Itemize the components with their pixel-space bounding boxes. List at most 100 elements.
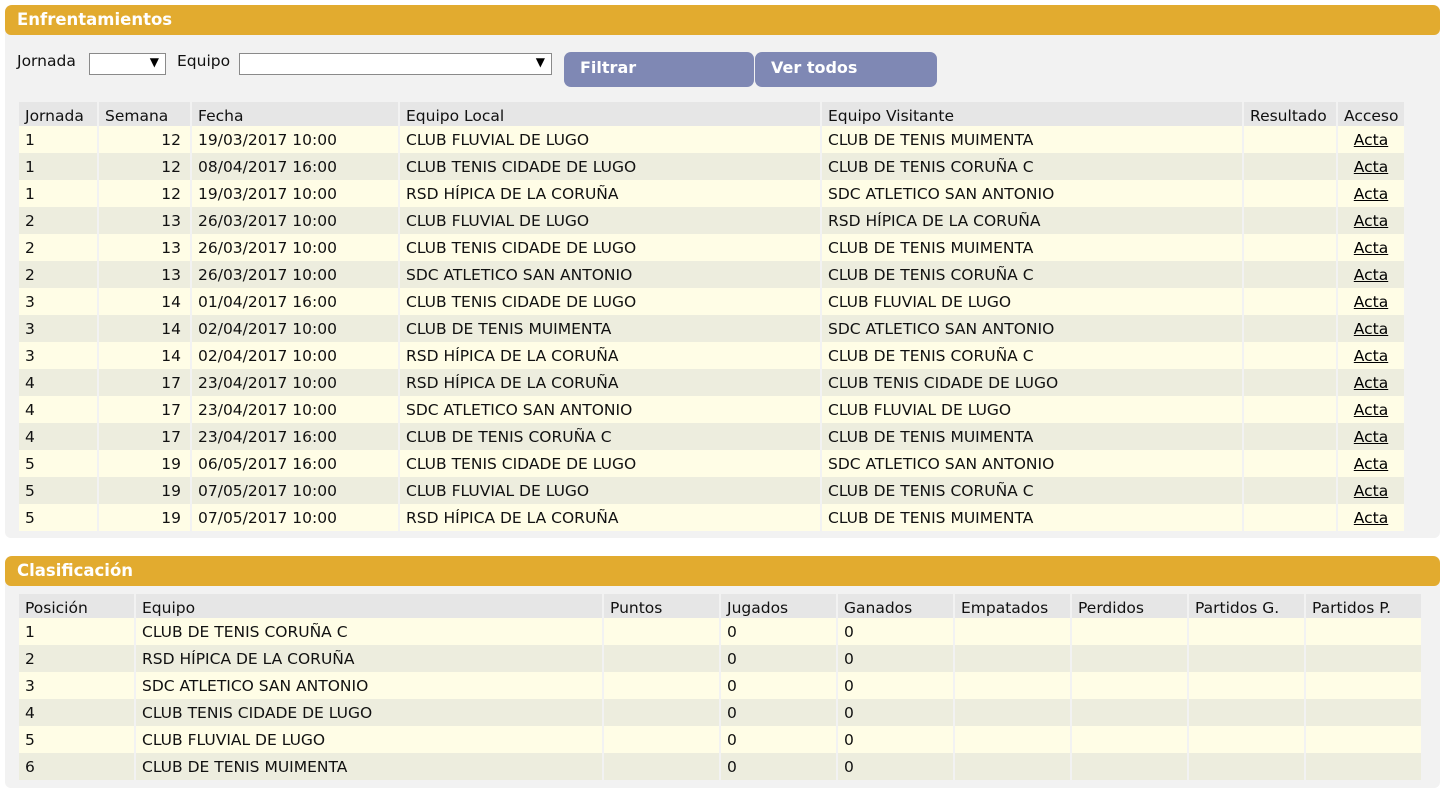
cell-semana: 14 bbox=[99, 315, 190, 342]
table-row: 4 17 23/04/2017 10:00 RSD HÍPICA DE LA CORU… bbox=[19, 369, 1404, 396]
col-jugados: Jugados bbox=[721, 594, 836, 618]
cell-equipo-visitante: CLUB DE TENIS MUIMENTA bbox=[822, 126, 1242, 153]
cell-jornada: 1 bbox=[19, 180, 97, 207]
cell-jugados: 0 bbox=[721, 726, 836, 753]
cell-puntos bbox=[604, 699, 719, 726]
cell-ganados: 0 bbox=[838, 753, 953, 780]
cell-fecha: 02/04/2017 10:00 bbox=[192, 315, 398, 342]
acta-link[interactable]: Acta bbox=[1353, 292, 1389, 311]
cell-equipo-local: CLUB TENIS CIDADE DE LUGO bbox=[400, 234, 820, 261]
cell-semana: 12 bbox=[99, 153, 190, 180]
acta-link[interactable]: Acta bbox=[1353, 238, 1389, 257]
acta-link[interactable]: Acta bbox=[1353, 157, 1389, 176]
cell-jornada: 2 bbox=[19, 234, 97, 261]
matches-panel-title: Enfrentamientos bbox=[5, 5, 1440, 35]
cell-equipo-visitante: RSD HÍPICA DE LA CORUÑA bbox=[822, 207, 1242, 234]
cell-acceso: Acta bbox=[1338, 396, 1404, 423]
cell-equipo-local: RSD HÍPICA DE LA CORUÑA bbox=[400, 504, 820, 531]
cell-resultado bbox=[1244, 153, 1336, 180]
cell-resultado bbox=[1244, 504, 1336, 531]
cell-puntos bbox=[604, 726, 719, 753]
cell-ganados: 0 bbox=[838, 645, 953, 672]
cell-jugados: 0 bbox=[721, 699, 836, 726]
acta-link[interactable]: Acta bbox=[1353, 427, 1389, 446]
cell-equipo-visitante: SDC ATLETICO SAN ANTONIO bbox=[822, 180, 1242, 207]
table-row: 3 14 01/04/2017 16:00 CLUB TENIS CIDADE DE … bbox=[19, 288, 1404, 315]
table-row: 5 19 07/05/2017 10:00 RSD HÍPICA DE LA CORU… bbox=[19, 504, 1404, 531]
cell-puntos bbox=[604, 672, 719, 699]
cell-partidos-p bbox=[1306, 699, 1421, 726]
table-row: 1 12 08/04/2017 16:00 CLUB TENIS CIDADE DE … bbox=[19, 153, 1404, 180]
show-all-button[interactable]: Ver todos bbox=[755, 52, 937, 87]
col-semana: Semana bbox=[99, 102, 190, 126]
cell-fecha: 08/04/2017 16:00 bbox=[192, 153, 398, 180]
cell-posicion: 3 bbox=[19, 672, 134, 699]
cell-equipo-local: CLUB TENIS CIDADE DE LUGO bbox=[400, 153, 820, 180]
cell-jornada: 5 bbox=[19, 504, 97, 531]
cell-equipo-local: SDC ATLETICO SAN ANTONIO bbox=[400, 396, 820, 423]
cell-resultado bbox=[1244, 450, 1336, 477]
col-partidos-p: Partidos P. bbox=[1306, 594, 1421, 618]
cell-acceso: Acta bbox=[1338, 261, 1404, 288]
cell-jugados: 0 bbox=[721, 645, 836, 672]
table-row: 3 14 02/04/2017 10:00 CLUB DE TENIS MUIMENT… bbox=[19, 315, 1404, 342]
cell-posicion: 4 bbox=[19, 699, 134, 726]
col-posicion: Posición bbox=[19, 594, 134, 618]
cell-semana: 19 bbox=[99, 450, 190, 477]
cell-partidos-p bbox=[1306, 645, 1421, 672]
cell-resultado bbox=[1244, 477, 1336, 504]
cell-equipo-visitante: CLUB DE TENIS CORUÑA C bbox=[822, 477, 1242, 504]
cell-resultado bbox=[1244, 423, 1336, 450]
col-jornada: Jornada bbox=[19, 102, 97, 126]
cell-equipo-local: CLUB DE TENIS CORUÑA C bbox=[400, 423, 820, 450]
acta-link[interactable]: Acta bbox=[1353, 346, 1389, 365]
cell-perdidos bbox=[1072, 618, 1187, 645]
cell-acceso: Acta bbox=[1338, 207, 1404, 234]
cell-semana: 14 bbox=[99, 288, 190, 315]
filter-button[interactable]: Filtrar bbox=[564, 52, 754, 87]
col-equipo-visitante: Equipo Visitante bbox=[822, 102, 1242, 126]
cell-ganados: 0 bbox=[838, 726, 953, 753]
acta-link[interactable]: Acta bbox=[1353, 265, 1389, 284]
cell-semana: 12 bbox=[99, 126, 190, 153]
acta-link[interactable]: Acta bbox=[1353, 373, 1389, 392]
acta-link[interactable]: Acta bbox=[1353, 400, 1389, 419]
cell-jornada: 5 bbox=[19, 450, 97, 477]
cell-resultado bbox=[1244, 234, 1336, 261]
cell-partidos-p bbox=[1306, 726, 1421, 753]
acta-link[interactable]: Acta bbox=[1353, 319, 1389, 338]
cell-equipo-visitante: CLUB DE TENIS MUIMENTA bbox=[822, 504, 1242, 531]
cell-jornada: 4 bbox=[19, 396, 97, 423]
cell-perdidos bbox=[1072, 645, 1187, 672]
equipo-select[interactable]: ▼ bbox=[239, 53, 552, 75]
table-row: 4 17 23/04/2017 10:00 SDC ATLETICO SAN ANTO… bbox=[19, 396, 1404, 423]
cell-jornada: 1 bbox=[19, 153, 97, 180]
acta-link[interactable]: Acta bbox=[1353, 481, 1389, 500]
acta-link[interactable]: Acta bbox=[1353, 508, 1389, 527]
jornada-label: Jornada bbox=[17, 52, 76, 70]
acta-link[interactable]: Acta bbox=[1353, 184, 1389, 203]
acta-link[interactable]: Acta bbox=[1353, 130, 1389, 149]
cell-posicion: 2 bbox=[19, 645, 134, 672]
table-row: 5 19 07/05/2017 10:00 CLUB FLUVIAL DE LUGO C… bbox=[19, 477, 1404, 504]
table-row: 2 13 26/03/2017 10:00 SDC ATLETICO SAN ANTO… bbox=[19, 261, 1404, 288]
cell-equipo-local: CLUB DE TENIS MUIMENTA bbox=[400, 315, 820, 342]
acta-link[interactable]: Acta bbox=[1353, 454, 1389, 473]
cell-resultado bbox=[1244, 261, 1336, 288]
cell-fecha: 26/03/2017 10:00 bbox=[192, 207, 398, 234]
cell-semana: 13 bbox=[99, 261, 190, 288]
cell-equipo: CLUB DE TENIS MUIMENTA bbox=[136, 753, 602, 780]
cell-equipo-visitante: CLUB FLUVIAL DE LUGO bbox=[822, 288, 1242, 315]
cell-puntos bbox=[604, 618, 719, 645]
cell-fecha: 07/05/2017 10:00 bbox=[192, 504, 398, 531]
cell-puntos bbox=[604, 645, 719, 672]
cell-semana: 19 bbox=[99, 477, 190, 504]
jornada-select[interactable]: ▼ bbox=[89, 53, 166, 75]
acta-link[interactable]: Acta bbox=[1353, 211, 1389, 230]
cell-equipo-visitante: CLUB DE TENIS CORUÑA C bbox=[822, 153, 1242, 180]
cell-equipo-local: SDC ATLETICO SAN ANTONIO bbox=[400, 261, 820, 288]
matches-panel: Enfrentamientos Jornada ▼ Equipo ▼ Filtr… bbox=[5, 5, 1440, 538]
cell-fecha: 23/04/2017 10:00 bbox=[192, 369, 398, 396]
cell-equipo: RSD HÍPICA DE LA CORUÑA bbox=[136, 645, 602, 672]
col-equipo-local: Equipo Local bbox=[400, 102, 820, 126]
